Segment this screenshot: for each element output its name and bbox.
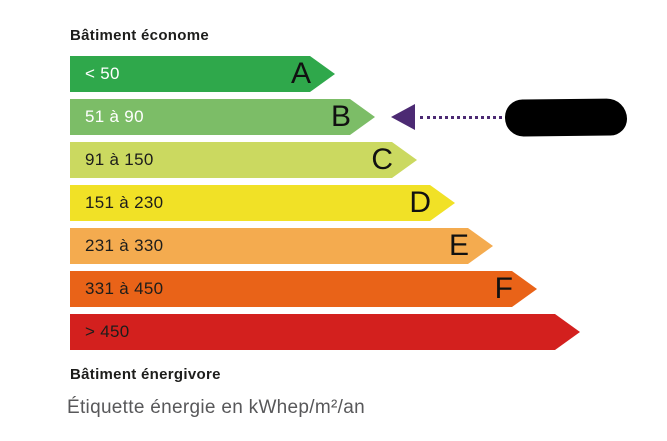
energy-arrow-C: 91 à 150 C	[70, 142, 417, 178]
energy-row-F: 331 à 450 F	[70, 271, 627, 307]
range-label: 51 à 90	[85, 107, 144, 126]
current-rating-marker	[391, 97, 628, 137]
energy-row-G: > 450	[70, 314, 627, 350]
energy-scale-rows: < 50 A 51 à 90 B 91 à 150 C 151 à 230 D 231 à 33…	[70, 56, 628, 357]
class-letter: A	[290, 57, 311, 90]
energy-row-E: 231 à 330 E	[70, 228, 627, 264]
energy-row-D: 151 à 230 D	[70, 185, 627, 221]
energy-arrow-E: 231 à 330 E	[70, 228, 493, 264]
range-label: 91 à 150	[85, 150, 154, 169]
energy-arrow-F: 331 à 450 F	[70, 271, 537, 307]
energy-arrow-D: 151 à 230 D	[70, 185, 455, 221]
marker-triangle-icon	[391, 104, 415, 130]
energy-arrow-G: > 450	[70, 314, 580, 350]
class-letter: B	[330, 100, 351, 133]
range-label: < 50	[85, 64, 120, 83]
class-letter: C	[371, 143, 393, 176]
energy-row-C: 91 à 150 C	[70, 142, 627, 178]
top-label: Bâtiment économe	[70, 27, 209, 44]
energy-arrow-A: < 50 A	[70, 56, 335, 92]
marker-dotted-line	[420, 115, 502, 119]
range-label: 151 à 230	[85, 193, 164, 212]
energy-arrow-B: 51 à 90 B	[70, 99, 375, 135]
range-label: 331 à 450	[85, 279, 164, 298]
bottom-label: Bâtiment énergivore	[70, 366, 221, 383]
class-letter: D	[409, 186, 431, 219]
range-label: 231 à 330	[85, 236, 164, 255]
energy-row-B: 51 à 90 B	[70, 97, 628, 137]
energy-row-A: < 50 A	[70, 56, 627, 92]
caption: Étiquette énergie en kWhep/m²/an	[67, 397, 365, 418]
redacted-value-blob	[504, 97, 628, 137]
class-letter: F	[494, 272, 513, 305]
class-letter: E	[448, 229, 469, 262]
range-label: > 450	[85, 322, 130, 341]
